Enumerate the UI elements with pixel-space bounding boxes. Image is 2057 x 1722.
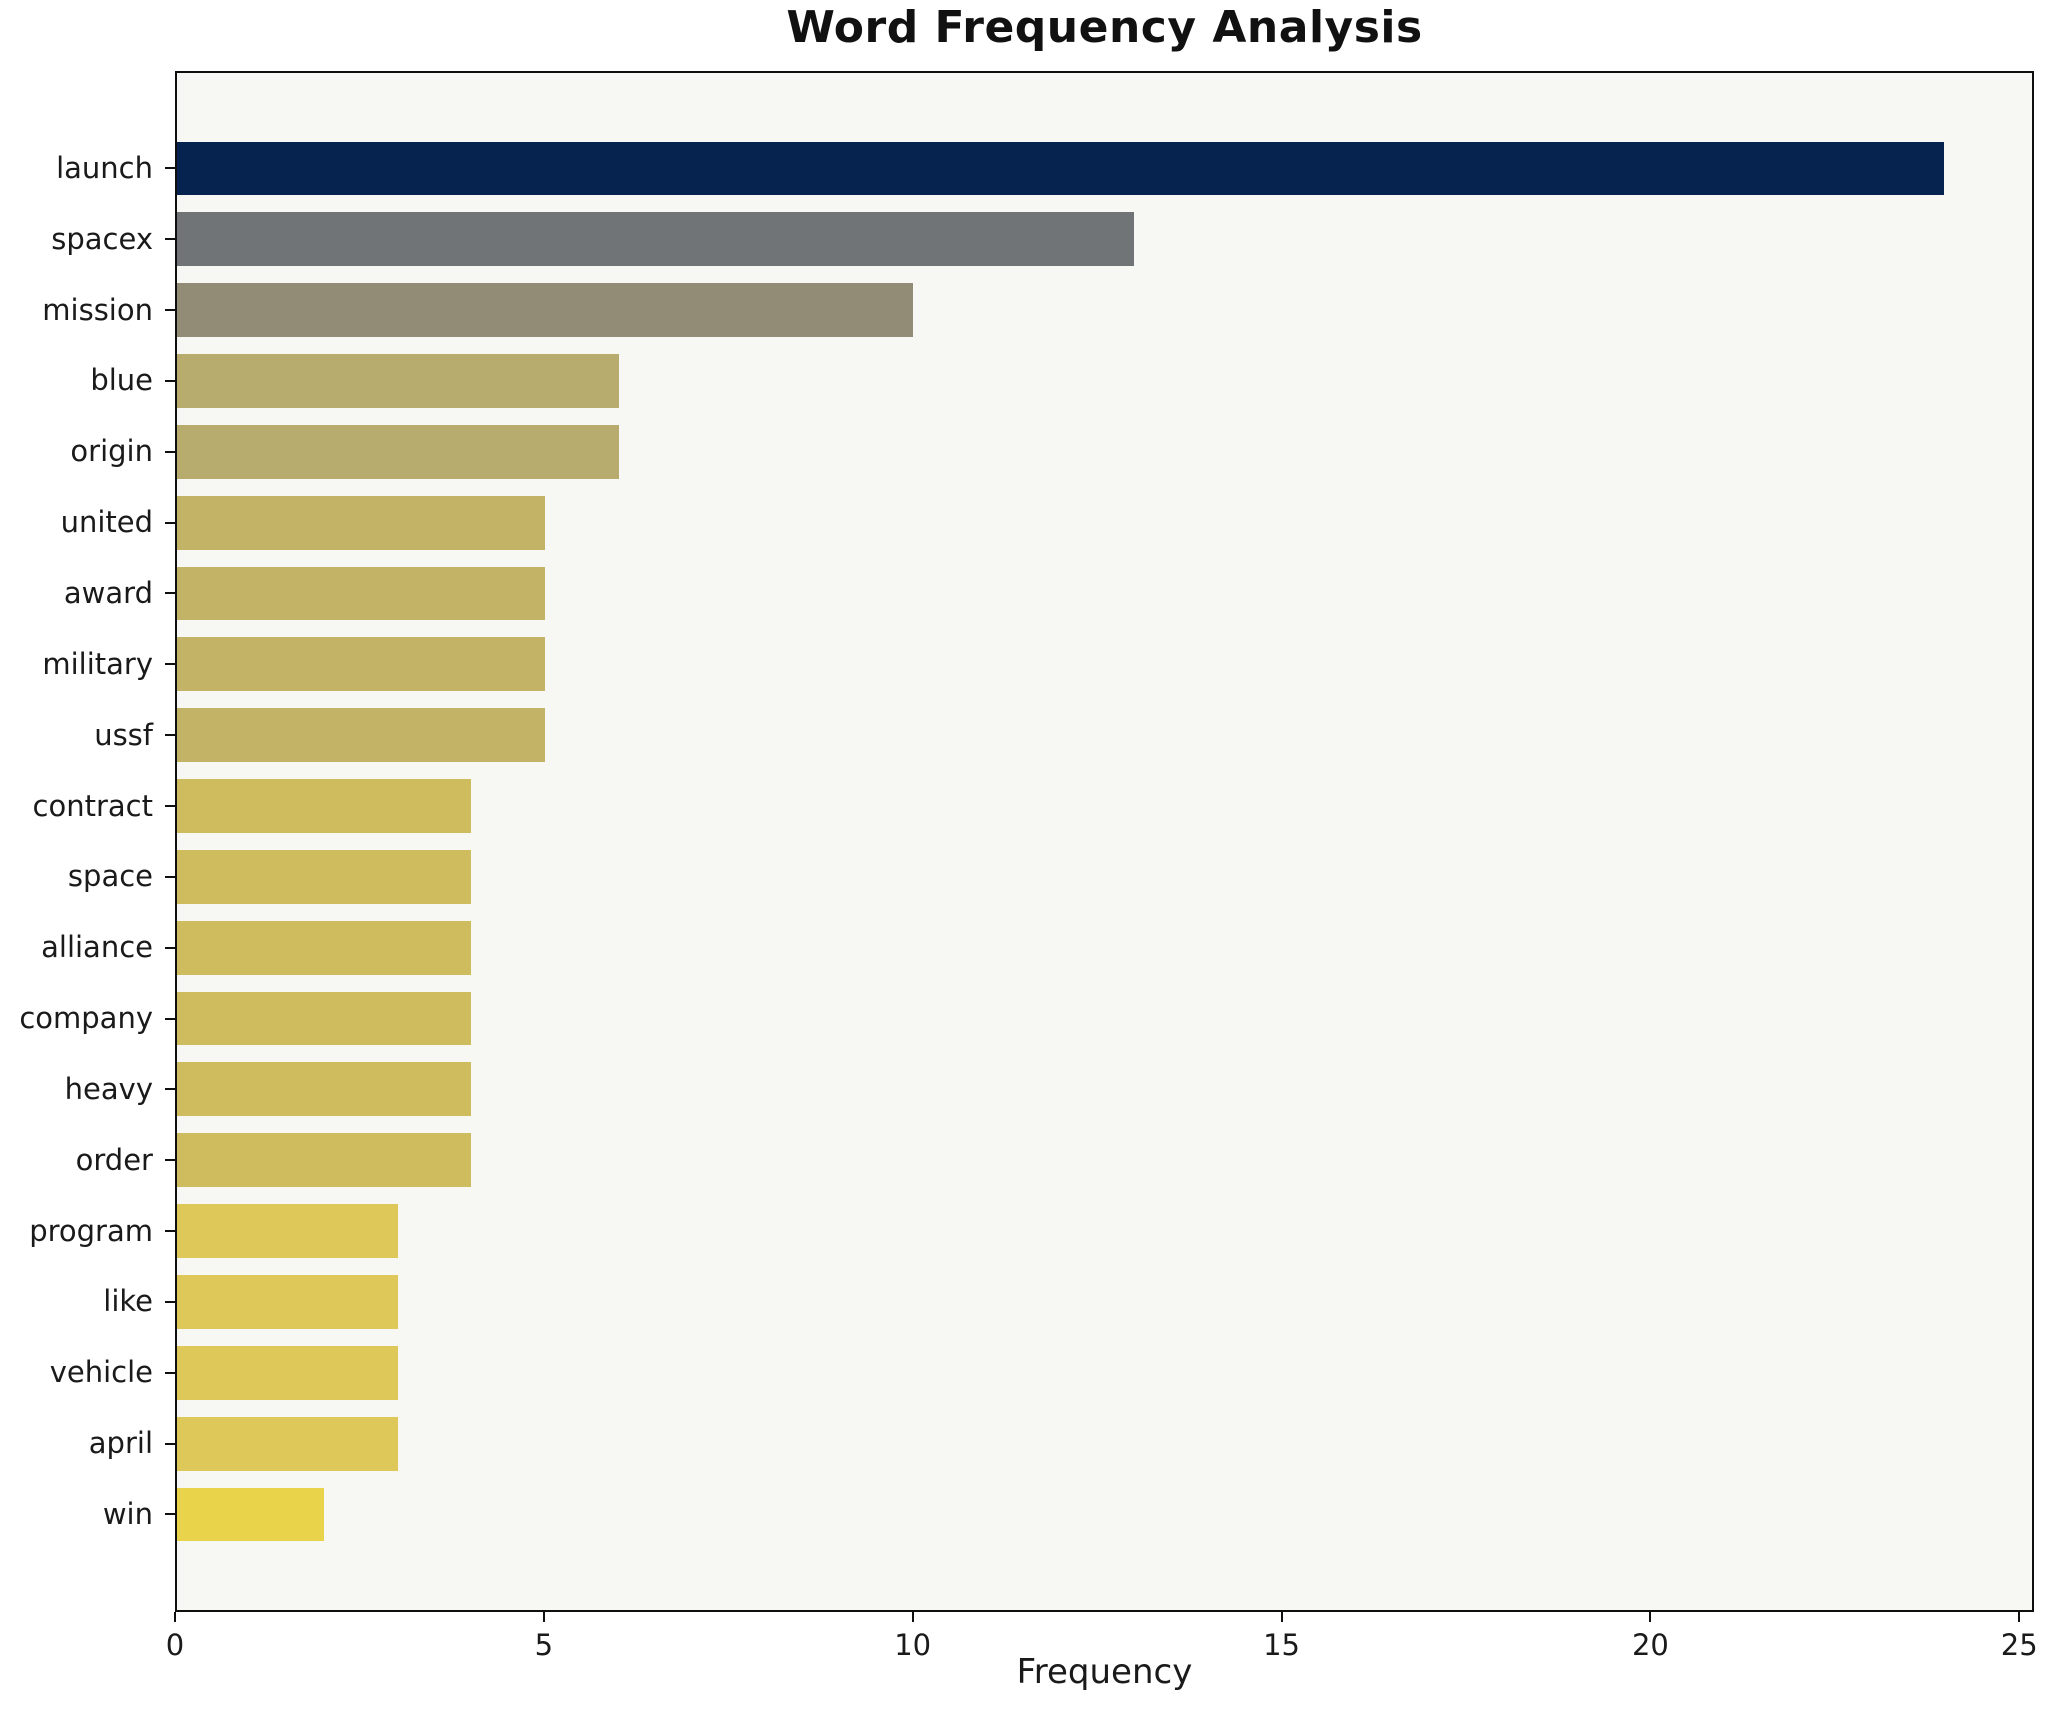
bar-win [177, 1487, 325, 1542]
bar-vehicle [177, 1345, 398, 1400]
y-tick-mark [165, 805, 175, 808]
y-tick-label-origin: origin [70, 434, 153, 469]
x-tick-mark [542, 1612, 545, 1622]
bar-row: mission [42, 275, 2032, 346]
y-tick-mark [165, 521, 175, 524]
bar-united [177, 495, 546, 550]
y-tick-mark [165, 734, 175, 737]
bar-like [177, 1275, 398, 1329]
bar-row: space [68, 841, 2032, 912]
y-tick-label-contract: contract [32, 788, 153, 823]
y-tick-label-award: award [63, 575, 153, 610]
bar-row: alliance [41, 912, 2032, 983]
y-tick-mark [165, 1300, 175, 1303]
bar-row: united [61, 487, 2032, 558]
bar-space [177, 849, 472, 904]
y-tick-label-space: space [67, 859, 153, 894]
x-axis-title: Frequency [1016, 1652, 1193, 1692]
y-tick-label-launch: launch [56, 150, 153, 185]
bar-heavy [177, 1062, 472, 1117]
bar-row: spacex [51, 204, 2032, 275]
y-tick-label-ussf: ussf [94, 717, 153, 752]
bar-row: company [19, 983, 2032, 1054]
y-tick-label-company: company [19, 1001, 153, 1036]
bar-origin [177, 424, 619, 479]
y-tick-label-like: like [103, 1284, 153, 1319]
bar-row: vehicle [50, 1337, 2032, 1408]
y-tick-label-alliance: alliance [41, 930, 153, 965]
bar-rows: launch spacex mission blue origin united award… [19, 73, 2032, 1610]
y-tick-mark [165, 1159, 175, 1162]
bar-company [177, 991, 472, 1046]
y-tick-label-win: win [102, 1496, 153, 1531]
bar-alliance [177, 920, 472, 975]
bar-blue [177, 354, 619, 408]
x-tick-mark [1649, 1612, 1652, 1622]
y-tick-mark [165, 1017, 175, 1020]
y-tick-label-program: program [29, 1213, 153, 1248]
bar-row: heavy [65, 1054, 2032, 1125]
x-tick-label-10: 10 [894, 1628, 932, 1662]
x-tick-mark [174, 1612, 176, 1622]
bar-row: award [64, 558, 2032, 629]
y-tick-mark [165, 946, 175, 949]
bar-row: win [103, 1479, 2032, 1550]
y-tick-label-united: united [60, 505, 153, 540]
bar-row: order [76, 1125, 2032, 1196]
y-tick-mark [165, 663, 175, 666]
bar-military [177, 637, 546, 692]
chart-title: Word Frequency Analysis [786, 2, 1423, 53]
bar-program [177, 1204, 398, 1258]
y-tick-mark [165, 1513, 175, 1516]
x-tick-label-25: 25 [2000, 1628, 2038, 1662]
y-tick-mark [165, 450, 175, 453]
bar-order [177, 1133, 472, 1188]
bar-row: military [42, 629, 2032, 700]
y-tick-mark [165, 167, 175, 170]
x-tick-label-15: 15 [1263, 1628, 1300, 1662]
x-tick-mark [2018, 1612, 2021, 1622]
plot-area: launch spacex mission blue origin united award… [19, 71, 2038, 1662]
y-tick-mark [165, 875, 175, 878]
bar-april [177, 1416, 398, 1471]
bar-row: like [103, 1267, 2032, 1338]
y-tick-mark [165, 1230, 175, 1233]
bar-ussf [177, 708, 546, 763]
bar-row: origin [70, 416, 2032, 487]
y-tick-mark [165, 238, 175, 241]
x-tick-label-5: 5 [534, 1628, 554, 1662]
y-tick-mark [165, 1442, 175, 1445]
x-tick-mark [911, 1612, 914, 1622]
x-tick-mark [1280, 1612, 1283, 1622]
y-tick-mark [165, 592, 175, 595]
y-tick-mark [165, 1371, 175, 1374]
y-tick-label-heavy: heavy [64, 1071, 153, 1106]
bar-spacex [177, 212, 1134, 267]
bar-row: contract [33, 771, 2032, 842]
y-tick-label-mission: mission [42, 292, 153, 327]
y-tick-label-april: april [88, 1426, 153, 1461]
y-tick-label-spacex: spacex [51, 221, 153, 256]
bar-row: ussf [94, 700, 2032, 771]
bar-contract [177, 779, 472, 833]
y-tick-mark [165, 379, 175, 382]
y-tick-mark [165, 1088, 175, 1091]
bar-launch [177, 141, 1944, 196]
bar-row: april [89, 1408, 2032, 1479]
y-tick-mark [165, 309, 175, 312]
y-tick-label-blue: blue [90, 363, 153, 398]
bar-row: program [29, 1196, 2032, 1267]
bar-row: blue [90, 346, 2032, 417]
bar-row: launch [56, 133, 2032, 204]
bar-mission [177, 283, 914, 338]
x-tick-label-0: 0 [165, 1628, 185, 1662]
bar-award [177, 566, 546, 621]
y-tick-label-military: military [42, 646, 153, 681]
x-tick-label-20: 20 [1631, 1628, 1669, 1662]
y-tick-label-order: order [75, 1142, 153, 1177]
y-tick-label-vehicle: vehicle [49, 1355, 153, 1390]
